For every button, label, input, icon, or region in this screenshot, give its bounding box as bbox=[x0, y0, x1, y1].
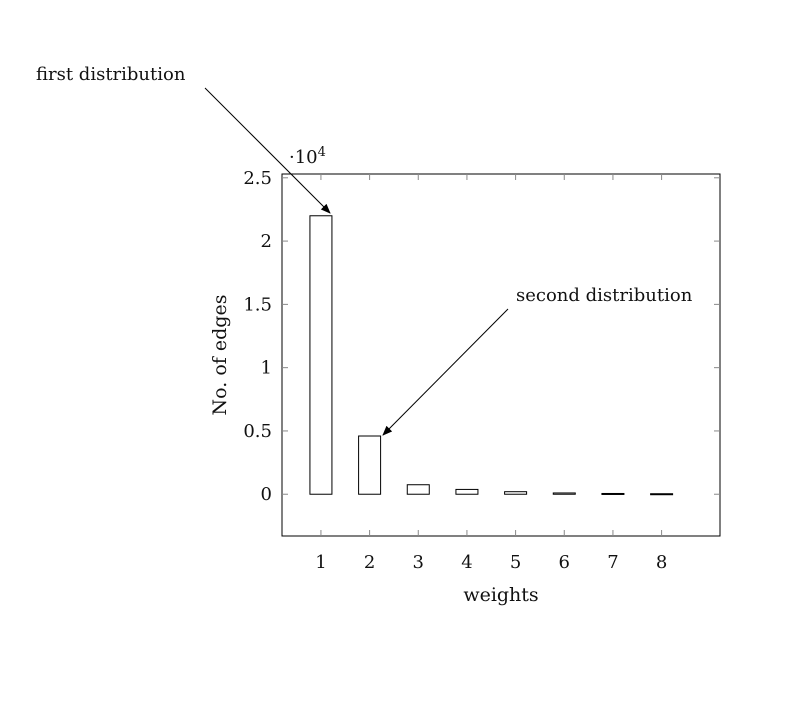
plot-area-frame bbox=[281, 173, 721, 537]
y-tick-label: 2 bbox=[261, 231, 272, 252]
y-tick-label: 1 bbox=[261, 358, 272, 379]
annotation-first-distribution: first distribution bbox=[36, 64, 186, 85]
x-tick-label: 1 bbox=[315, 552, 326, 573]
bars bbox=[309, 215, 674, 496]
bar-weight-6 bbox=[552, 492, 576, 495]
bar-weight-4 bbox=[455, 488, 479, 495]
y-multiplier-label: ·104 bbox=[289, 145, 326, 168]
annotation-arrow-first bbox=[204, 87, 331, 214]
annotation-arrow-second bbox=[382, 308, 509, 436]
x-tick-label: 4 bbox=[461, 552, 472, 573]
bar-weight-5 bbox=[504, 491, 528, 495]
y-tick-label: 2.5 bbox=[243, 168, 272, 189]
x-axis-label: weights bbox=[463, 584, 538, 606]
axis-ticks bbox=[282, 174, 720, 536]
y-multiplier-exponent: 4 bbox=[318, 145, 326, 160]
x-tick-label: 2 bbox=[364, 552, 375, 573]
y-tick-label: 0.5 bbox=[243, 421, 272, 442]
bar-weight-7 bbox=[601, 492, 625, 495]
x-tick-label: 5 bbox=[510, 552, 521, 573]
annotation-second-distribution: second distribution bbox=[516, 285, 693, 306]
x-tick-label: 6 bbox=[559, 552, 570, 573]
bar-weight-3 bbox=[406, 484, 430, 495]
bar-weight-8 bbox=[650, 493, 674, 496]
bar-weight-1 bbox=[309, 215, 333, 495]
x-tick-label: 7 bbox=[607, 552, 618, 573]
y-tick-label: 0 bbox=[261, 484, 272, 505]
y-tick-label: 1.5 bbox=[243, 294, 272, 315]
x-tick-label: 8 bbox=[656, 552, 667, 573]
tick-labels: 1 2 3 4 5 6 7 8 0 0.5 1 1.5 2 2.5 bbox=[243, 168, 667, 573]
x-tick-label: 3 bbox=[413, 552, 424, 573]
bar-weight-2 bbox=[358, 435, 382, 495]
y-axis-label: No. of edges bbox=[209, 295, 231, 416]
